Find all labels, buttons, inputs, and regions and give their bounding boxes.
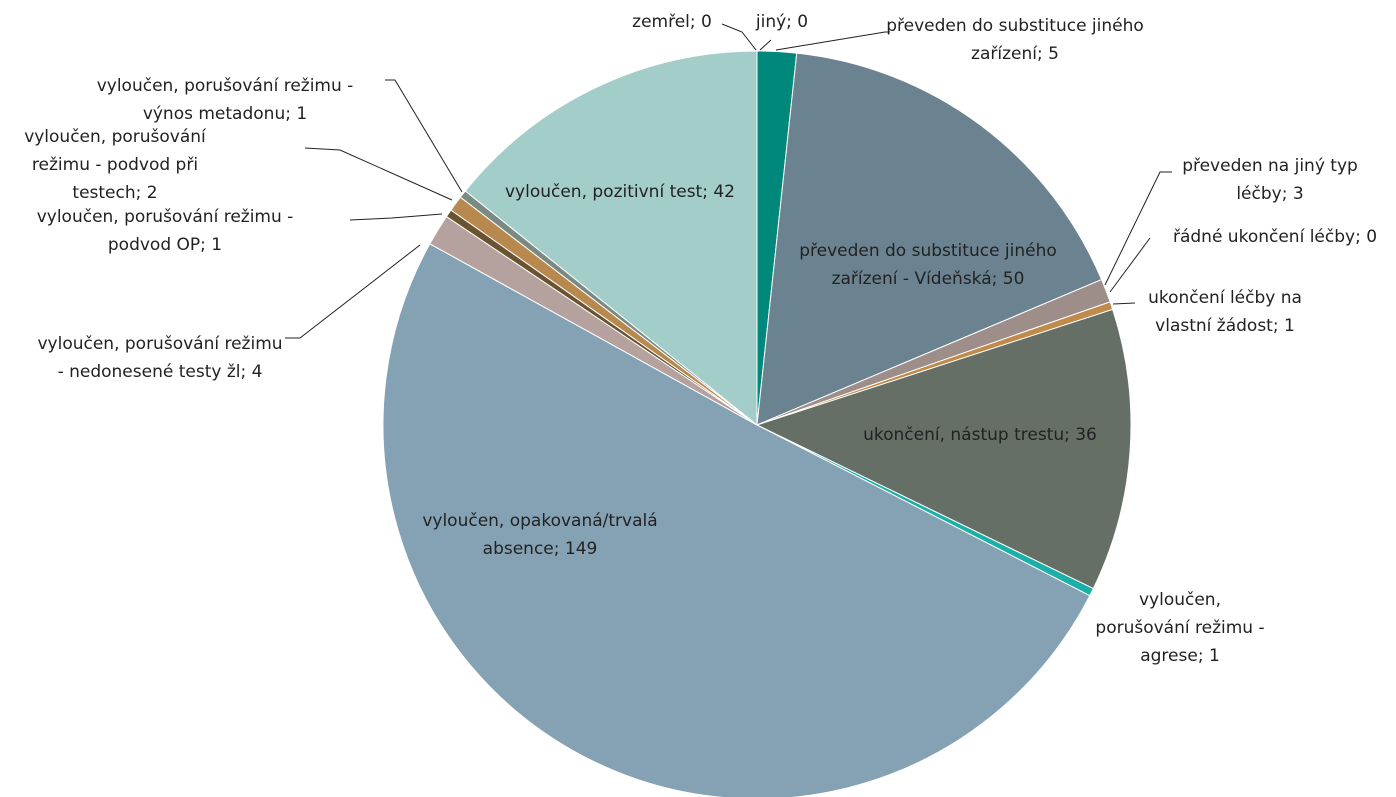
slice <box>755 308 1132 590</box>
data-label: vyloučen, porušování režimu - agrese; 1 <box>1095 590 1265 666</box>
leader-line <box>285 244 421 339</box>
leader-line <box>385 79 463 193</box>
leader-lines <box>285 23 1172 339</box>
data-label: vyloučen, porušování režimu - nedonesené… <box>37 334 283 382</box>
leader-line <box>1112 302 1136 305</box>
data-label-box: převeden do substituce jiného zařízení; … <box>886 16 1144 64</box>
leader-line <box>349 213 443 221</box>
data-label: ukončení, nástup trestu; 36 <box>863 425 1097 445</box>
data-label: převeden na jiný typ léčby; 3 <box>1182 156 1358 204</box>
data-label: řádné ukončení léčby; 0 <box>1172 227 1378 247</box>
data-label-box: řádné ukončení léčby; 0 <box>1172 227 1378 247</box>
data-label-box: vyloučen, porušování režimu - agrese; 1 <box>1095 590 1265 666</box>
data-label: vyloučen, pozitivní test; 42 <box>504 182 735 202</box>
data-label: vyloučen, porušování režimu - podvod při… <box>24 127 206 203</box>
data-label: vyloučen, porušování režimu - podvod OP;… <box>36 207 294 255</box>
data-label-box: ukončení léčby na vlastní žádost; 1 <box>1148 288 1302 336</box>
slice <box>464 50 758 427</box>
data-label-box: vyloučen, porušování režimu - nedonesené… <box>37 334 283 382</box>
data-label: ukončení léčby na vlastní žádost; 1 <box>1148 288 1302 336</box>
data-label: převeden do substituce jiného zařízení; … <box>886 16 1144 64</box>
leader-line <box>721 23 757 51</box>
data-label-box: zemřel; 0 <box>632 12 712 32</box>
data-label-box: jiný; 0 <box>755 12 809 32</box>
data-label-box: převeden na jiný typ léčby; 3 <box>1182 156 1358 204</box>
data-label: jiný; 0 <box>755 12 809 32</box>
data-label-box: vyloučen, porušování režimu - výnos meta… <box>96 76 354 124</box>
data-label: vyloučen, porušování režimu - výnos meta… <box>96 76 354 124</box>
slice <box>756 52 1103 426</box>
leader-line <box>304 147 453 201</box>
data-label-box: ukončení, nástup trestu; 36 <box>863 425 1097 445</box>
data-label-box: převeden do substituce jiného zařízení -… <box>799 241 1057 289</box>
data-label-box: vyloučen, porušování režimu - podvod při… <box>24 127 206 203</box>
data-label: zemřel; 0 <box>632 12 712 32</box>
data-label: vyloučen, opakovaná/trvalá absence; 149 <box>422 511 658 559</box>
leader-line <box>775 31 890 51</box>
slice <box>382 243 1091 797</box>
data-label-box: vyloučen, porušování režimu - podvod OP;… <box>36 207 294 255</box>
data-label: převeden do substituce jiného zařízení -… <box>799 241 1057 289</box>
leader-line <box>759 39 772 51</box>
slices <box>382 50 1132 797</box>
data-label-box: vyloučen, pozitivní test; 42 <box>504 182 735 202</box>
leader-line <box>1109 237 1151 293</box>
data-label-box: vyloučen, opakovaná/trvalá absence; 149 <box>422 511 658 559</box>
leader-line <box>1104 171 1172 286</box>
